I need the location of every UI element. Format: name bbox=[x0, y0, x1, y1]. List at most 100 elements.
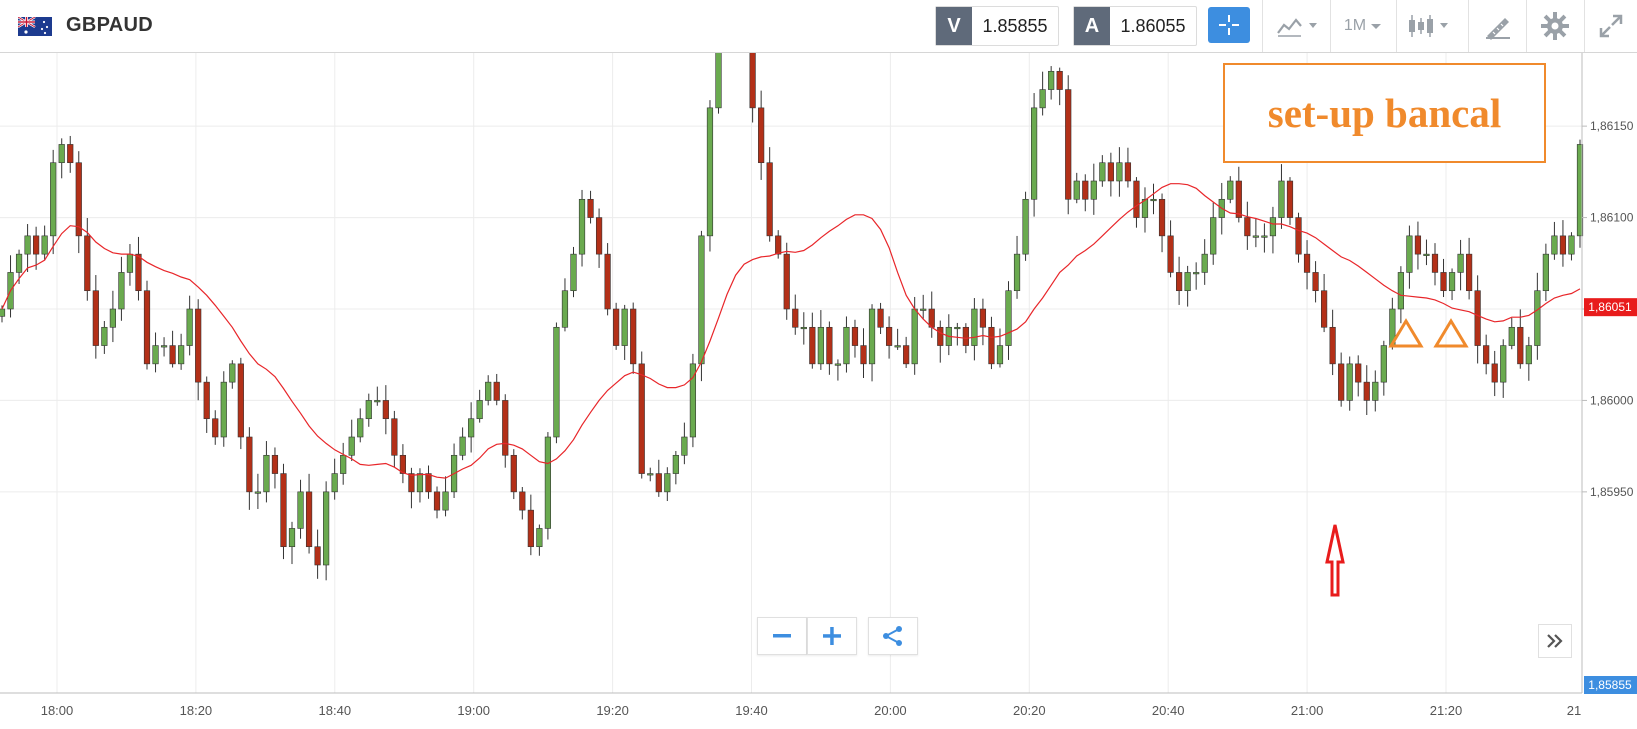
candle-body bbox=[527, 509, 534, 548]
candle-body bbox=[1090, 180, 1097, 200]
candle-body bbox=[630, 308, 637, 365]
candle-body bbox=[1133, 180, 1140, 218]
candle-body bbox=[263, 454, 270, 493]
candlestick-icon bbox=[1409, 15, 1448, 37]
current-price-tag bbox=[1584, 298, 1637, 317]
candle-body bbox=[126, 253, 134, 273]
toolbar-divider bbox=[1584, 0, 1585, 52]
candle-body bbox=[1508, 326, 1515, 346]
x-tick-label: 20:20 bbox=[1013, 703, 1046, 718]
candle-body bbox=[553, 326, 560, 438]
candle-body bbox=[1431, 253, 1439, 273]
candle-body bbox=[962, 326, 969, 346]
crosshair-button[interactable] bbox=[1208, 7, 1250, 43]
zoom-out-button[interactable] bbox=[757, 617, 807, 655]
candle-body bbox=[246, 436, 253, 493]
candle-body bbox=[1286, 180, 1294, 218]
candle-body bbox=[1525, 345, 1532, 365]
candle-body bbox=[288, 528, 296, 548]
gear-icon bbox=[1541, 12, 1569, 40]
fullscreen-button[interactable] bbox=[1588, 10, 1634, 42]
candle-body bbox=[877, 308, 884, 328]
x-tick-label: 21:00 bbox=[1291, 703, 1324, 718]
pencil-ruler-icon bbox=[1486, 18, 1510, 40]
scroll-to-end-button[interactable] bbox=[1538, 624, 1572, 658]
candle-body bbox=[502, 400, 509, 456]
candle-body bbox=[493, 381, 500, 401]
ask-tag: A bbox=[1074, 7, 1110, 45]
candle-body bbox=[1406, 235, 1413, 273]
candle-body bbox=[817, 326, 824, 365]
toolbar-divider bbox=[1330, 0, 1331, 52]
candle-body bbox=[1065, 89, 1072, 200]
candle-body bbox=[1457, 253, 1464, 273]
candle-body bbox=[476, 400, 483, 420]
candle-body bbox=[775, 235, 782, 255]
candle-body bbox=[459, 436, 466, 456]
candle-body bbox=[1474, 290, 1481, 346]
zoom-in-button[interactable] bbox=[807, 617, 857, 655]
bid-price-tag bbox=[1584, 676, 1637, 694]
bid-price-box[interactable]: V 1.85855 bbox=[935, 6, 1059, 46]
x-tick-label: 18:00 bbox=[41, 703, 74, 718]
candle-body bbox=[0, 308, 6, 317]
candle-body bbox=[58, 144, 65, 164]
candle-body bbox=[1303, 253, 1311, 273]
share-button[interactable] bbox=[868, 617, 918, 655]
gb-au-flag-icon bbox=[18, 17, 52, 36]
candle-body bbox=[1414, 235, 1422, 255]
candle-body bbox=[758, 107, 765, 164]
candle-body bbox=[595, 217, 603, 255]
candle-body bbox=[664, 473, 671, 493]
candle-body bbox=[1167, 235, 1174, 273]
candle-style-button[interactable] bbox=[1400, 10, 1458, 42]
candle-body bbox=[561, 290, 569, 328]
candle-body bbox=[212, 418, 219, 438]
candle-body bbox=[1440, 272, 1447, 292]
bid-price-label: 1,85855 bbox=[1588, 678, 1632, 692]
chart-toolbar: GBPAUD V 1.85855 A 1.86055 1M bbox=[0, 0, 1637, 53]
candle-body bbox=[1534, 290, 1541, 346]
candle-body bbox=[689, 363, 697, 438]
ask-price: 1.86055 bbox=[1120, 15, 1186, 36]
x-tick-label: 19:40 bbox=[735, 703, 768, 718]
candle-body bbox=[84, 235, 91, 292]
y-tick-label: 1,86000 bbox=[1590, 393, 1634, 407]
candle-body bbox=[1116, 162, 1123, 182]
candle-body bbox=[416, 473, 424, 493]
settings-button[interactable] bbox=[1530, 10, 1580, 42]
candle-body bbox=[50, 162, 57, 237]
candle-body bbox=[698, 235, 705, 365]
ask-price-box[interactable]: A 1.86055 bbox=[1073, 6, 1197, 46]
expand-icon bbox=[1599, 14, 1623, 38]
drawing-tools-button[interactable] bbox=[1472, 10, 1524, 42]
candle-body bbox=[1423, 253, 1430, 256]
candle-body bbox=[169, 345, 176, 365]
candle-body bbox=[485, 381, 492, 401]
crosshair-icon bbox=[1219, 15, 1239, 35]
candle-body bbox=[826, 326, 833, 365]
candle-body bbox=[1329, 326, 1336, 365]
chart-type-button[interactable] bbox=[1270, 10, 1326, 42]
candle-body bbox=[510, 454, 517, 493]
candle-body bbox=[954, 326, 961, 330]
candle-body bbox=[433, 491, 441, 511]
candle-body bbox=[1576, 144, 1584, 237]
timeframe-button[interactable]: 1M bbox=[1334, 10, 1392, 42]
candle-body bbox=[570, 253, 577, 292]
candle-body bbox=[280, 473, 287, 548]
bid-tag: V bbox=[936, 7, 972, 45]
setup-annotation: set-up bancal bbox=[1223, 63, 1546, 163]
candle-body bbox=[305, 491, 313, 548]
y-tick-label: 1,86100 bbox=[1590, 211, 1634, 225]
candle-body bbox=[1559, 235, 1567, 255]
orange-triangle-1 bbox=[1388, 318, 1424, 348]
candle-body bbox=[33, 235, 40, 255]
candle-body bbox=[41, 235, 48, 255]
candle-body bbox=[894, 345, 901, 348]
x-tick-label: 20:40 bbox=[1152, 703, 1185, 718]
y-tick-label: 1,85950 bbox=[1590, 485, 1634, 499]
candle-body bbox=[536, 528, 543, 548]
candle-body bbox=[928, 308, 935, 328]
minus-icon bbox=[773, 634, 791, 638]
